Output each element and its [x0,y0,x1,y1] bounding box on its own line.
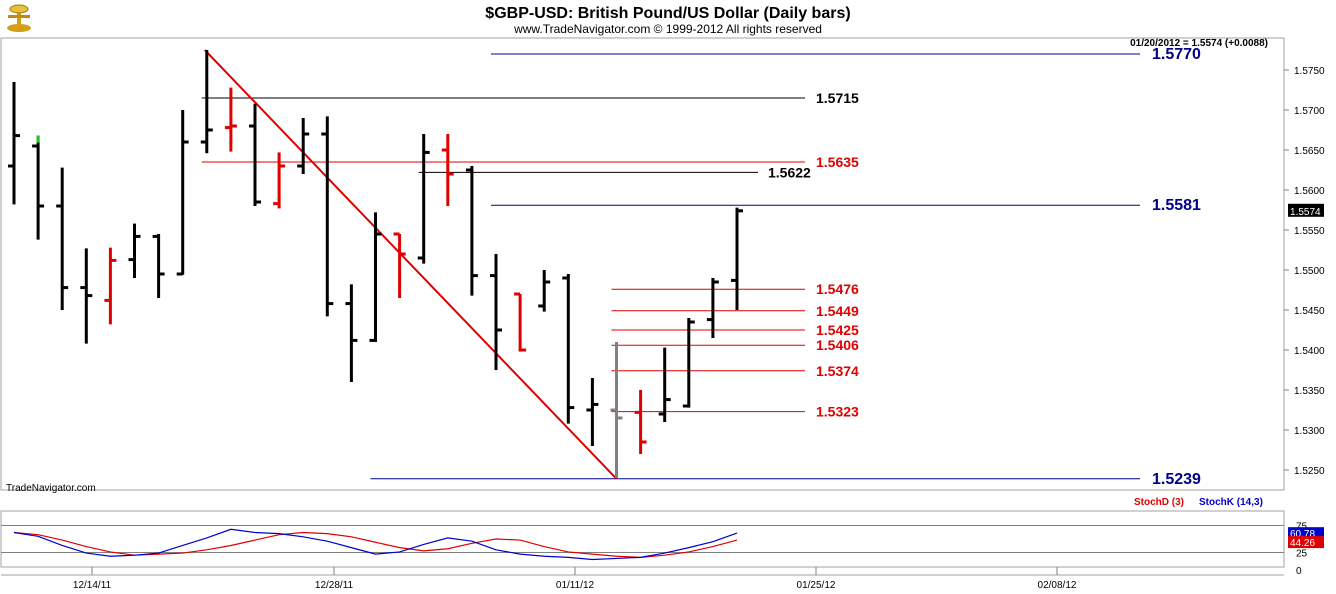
ohlc-bar [393,232,406,298]
stochastic-panel-frame [0,510,1285,568]
ohlc-bar [634,390,647,454]
last-price-tag-box [1288,203,1324,217]
level-label: 1.5406 [816,337,859,353]
ohlc-bar [273,152,286,209]
ohlc-bar [104,247,117,325]
price-axis: 1.5250 1.5300 1.5350 1.5400 1.5450 1.5500 1.55… [1284,66,1325,477]
ohlc-bar [128,223,141,278]
level-label: 1.5635 [816,154,859,170]
ohlc-bar [490,254,502,370]
stoch-value-tag-box [1288,536,1324,549]
ohlc-bar [80,248,93,344]
level-label: 1.5425 [816,322,859,338]
ohlc-bar [538,270,551,312]
date-tick-label: 02/08/12 [1038,580,1077,591]
date-tick-label: 12/14/11 [73,580,112,591]
stoch-tick-label: 0 [1296,566,1302,577]
price-panel-frame [0,37,1285,491]
price-tick-label: 1.5600 [1294,186,1325,197]
price-tick-label: 1.5700 [1294,106,1325,117]
ohlc-bar [200,50,213,154]
ohlc-bar [682,318,695,408]
ohlc-bar [586,378,599,446]
stoch-value-tag: 60.78 [1290,529,1315,540]
ohlc-bar [176,110,189,276]
level-label: 1.5374 [816,363,859,379]
stoch-k-line [13,528,738,561]
ohlc-bar [224,87,237,152]
level-label: 1.5770 [1152,46,1201,63]
last-price-info: 01/20/2012 = 1.5574 (+0.0088) [1130,38,1268,49]
trend-line [204,49,618,480]
ohlc-bar [731,207,743,310]
ohlc-bar [441,134,454,206]
price-tick-label: 1.5250 [1294,466,1325,477]
date-tick-label: 01/11/12 [556,580,595,591]
trade-navigator-logo-icon [7,4,31,32]
stoch-d-legend: StochD (3) [1134,497,1184,508]
level-label: 1.5323 [816,404,859,420]
price-tick-label: 1.5500 [1294,266,1325,277]
stoch-tick-label: 25 [1296,549,1308,560]
price-tick-label: 1.5300 [1294,426,1325,437]
ohlc-bar [658,347,671,422]
chart-title: $GBP-USD: British Pound/US Dollar (Daily… [485,5,850,22]
chart-subtitle: www.TradeNavigator.com © 1999-2012 All r… [513,22,822,36]
ohlc-bar [321,116,334,317]
price-tick-label: 1.5750 [1294,66,1325,77]
ohlc-bar [369,212,382,342]
ohlc-bar [56,167,69,310]
ohlc-bar [514,292,527,352]
date-axis: 12/14/11 12/28/11 01/11/12 01/25/12 02/08/12 [73,567,1077,591]
date-tick-label: 01/25/12 [797,580,836,591]
ohlc-bar [610,342,623,478]
level-label: 1.5622 [768,164,811,180]
stoch-k-legend: StochK (14,3) [1199,497,1263,508]
ohlc-bar [706,278,719,338]
price-bars [8,50,743,478]
ohlc-bar [345,284,358,382]
ohlc-bar [297,118,310,174]
ohlc-bar [152,234,165,298]
level-label: 1.5581 [1152,197,1201,214]
date-tick-label: 12/28/11 [315,580,354,591]
ohlc-bar [417,134,430,264]
price-tick-label: 1.5650 [1294,146,1325,157]
level-label: 1.5449 [816,303,859,319]
stoch-value-tag: 44.26 [1290,538,1315,549]
level-lines: 1.5770 1.5715 1.5635 1.5622 1.5581 1.5476 1.54… [201,46,1201,488]
ohlc-bar [562,274,575,424]
ohlc-bar [8,82,20,205]
level-label: 1.5239 [1152,471,1201,488]
watermark: TradeNavigator.com [6,483,96,494]
price-tick-label: 1.5400 [1294,346,1325,357]
trend-line-group [204,49,618,480]
price-tick-label: 1.5350 [1294,386,1325,397]
price-tick-label: 1.5550 [1294,226,1325,237]
stoch-tick-label: 75 [1296,522,1308,533]
ohlc-bar [32,135,45,240]
level-label: 1.5715 [816,90,859,106]
last-price-tag: 1.5574 [1290,207,1321,218]
level-label: 1.5476 [816,281,859,297]
price-tick-label: 1.5450 [1294,306,1325,317]
ohlc-bar [249,103,261,206]
ohlc-bar [465,166,478,296]
